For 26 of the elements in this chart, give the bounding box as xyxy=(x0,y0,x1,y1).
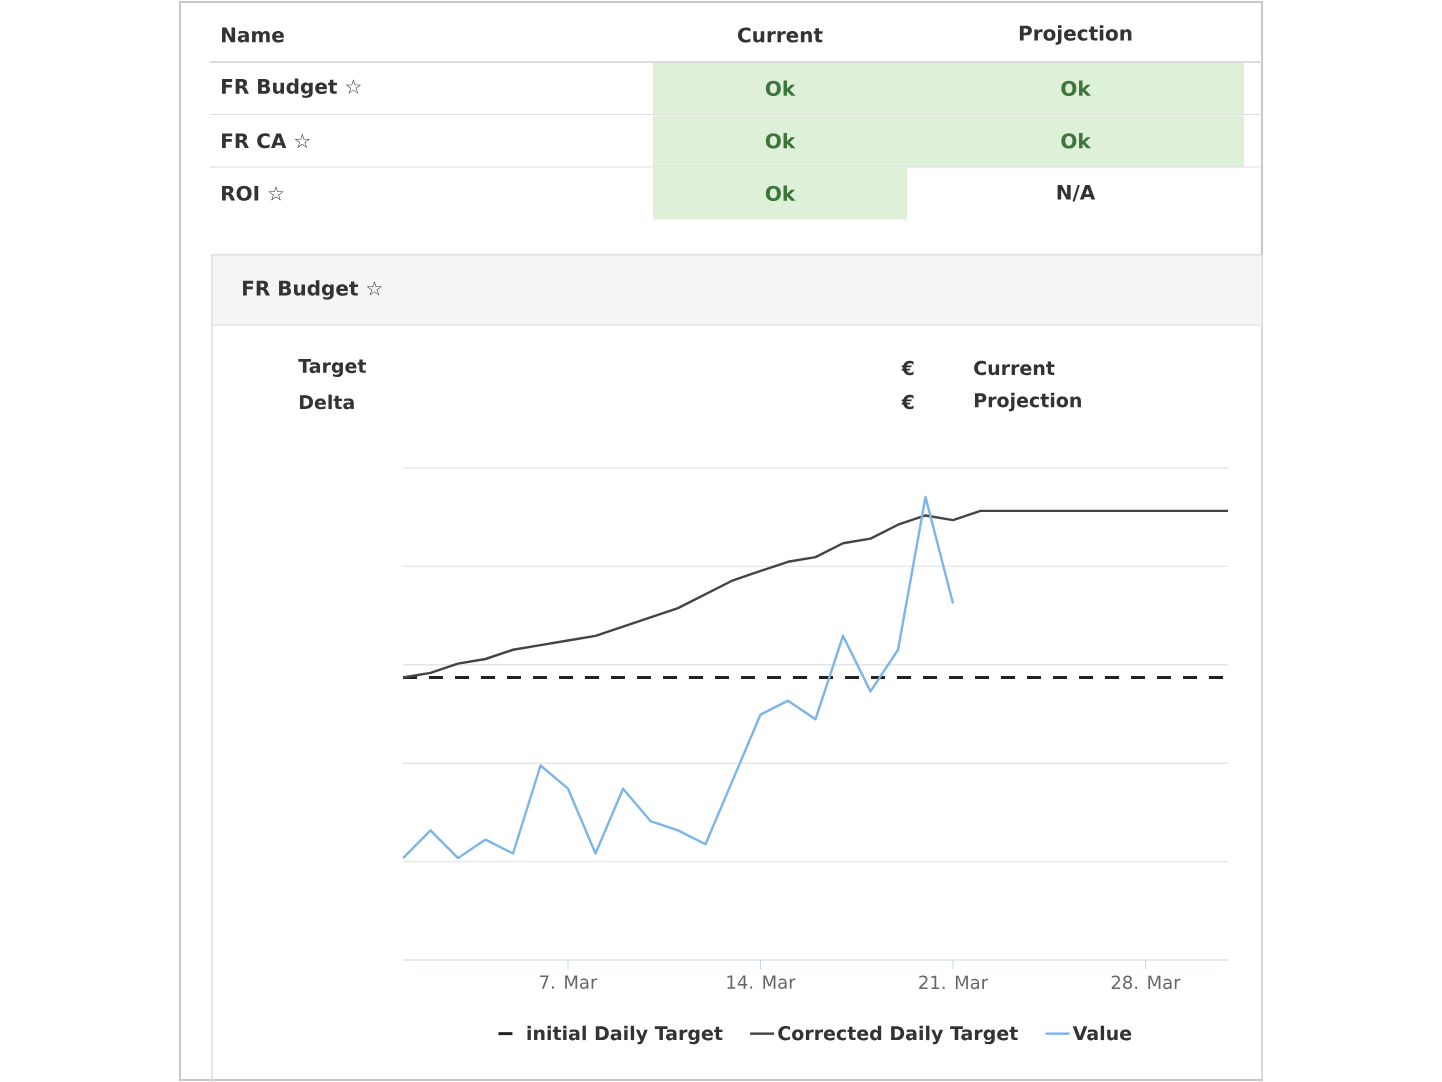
text: Ok xyxy=(765,80,796,96)
chart-title: FR Budget ☆ xyxy=(243,280,383,300)
text: Current xyxy=(738,27,823,43)
x-tick-label: 7. Mar xyxy=(540,975,598,989)
text: Ok xyxy=(1061,132,1092,149)
legend-label: Value xyxy=(1072,1025,1132,1041)
legend-label: Corrected Daily Target xyxy=(778,1025,1018,1045)
text: ROI ☆ xyxy=(222,185,284,201)
text: Projection xyxy=(1019,25,1132,45)
x-tick-label: 14. Mar xyxy=(727,975,796,989)
text: Current xyxy=(974,360,1055,376)
text: Ok xyxy=(765,185,796,201)
text: FR Budget ☆ xyxy=(222,78,362,98)
x-tick-label: 28. Mar xyxy=(1111,975,1181,990)
text: Name xyxy=(222,27,284,43)
legend-label: initial Daily Target xyxy=(527,1025,723,1045)
text: Projection xyxy=(974,392,1081,412)
text: Target xyxy=(298,359,367,377)
text: Ok xyxy=(1061,80,1092,96)
text: N/A xyxy=(1057,185,1096,202)
text: € xyxy=(901,360,914,376)
text: Delta xyxy=(299,394,354,410)
x-tick-label: 21. Mar xyxy=(919,975,989,990)
text: € xyxy=(901,394,914,410)
text: Ok xyxy=(765,132,796,149)
text: FR CA ☆ xyxy=(222,133,310,149)
